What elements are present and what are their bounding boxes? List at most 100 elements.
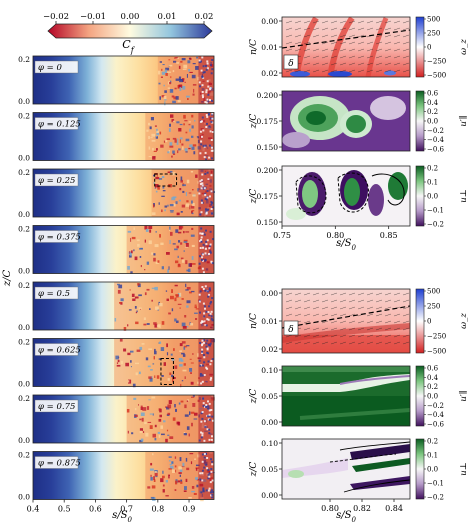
right-ylabel: z/C xyxy=(249,389,259,405)
right-colorbar-tick-label: 0.2 xyxy=(427,438,438,446)
cf-ytick-label: 0.0 xyxy=(18,380,30,389)
left-ylabel: z/C xyxy=(2,270,13,288)
right-colorbar-tick-label: −500 xyxy=(427,72,446,80)
right-colorbar xyxy=(415,90,425,152)
right-colorbar-label: u⊥ xyxy=(459,189,469,202)
cf-xtick-label: 0.4 xyxy=(27,505,40,514)
cf-xtick-label: 0.9 xyxy=(183,505,196,514)
cf-colorbar-ticks: −0.02 −0.01 0.00 0.01 0.02 xyxy=(43,12,214,24)
cf-panel: φ = 0.5 0.2 0.0 xyxy=(18,281,215,332)
right-xtick-label: 0.82 xyxy=(353,504,371,513)
cf-ytick-label: 0.0 xyxy=(18,154,30,163)
right-xtick-label: 0.80 xyxy=(326,231,344,240)
right-colorbar-tick-label: −0.2 xyxy=(427,221,444,229)
cf-panel: φ = 0 0.2 0.0 xyxy=(18,55,215,106)
cf-ytick-label: 0.2 xyxy=(18,112,30,121)
right-ytick-label: 0.02 xyxy=(261,69,278,78)
right-colorbar-tick-label: −500 xyxy=(427,348,446,356)
cf-panel-label: φ = 0.25 xyxy=(38,176,75,186)
right-colorbar-tick-label: 0.2 xyxy=(427,108,438,116)
right-colorbar-tick-label: −0.6 xyxy=(427,146,445,154)
cf-panel-label: φ = 0.375 xyxy=(38,233,81,243)
right-ylabel: z/C xyxy=(249,114,259,130)
right-colorbar-tick-label: −0.2 xyxy=(427,127,444,135)
cf-ytick-label: 0.0 xyxy=(18,436,30,445)
right-ytick-label: 0.02 xyxy=(261,345,278,354)
cf-panel-label: φ = 0.5 xyxy=(38,289,70,299)
cf-xtick-label: 0.7 xyxy=(120,505,133,514)
right-colorbar-label: u′∥ xyxy=(458,115,469,126)
right-colorbar xyxy=(415,165,425,227)
right-colorbar-tick-label: 0 xyxy=(427,318,431,326)
right-ylabel: z/C xyxy=(249,189,259,205)
cf-ytick-label: 0.0 xyxy=(18,97,30,106)
right-colorbar-tick-label: 250 xyxy=(427,303,440,311)
cf-panel: φ = 0.25 0.2 0.0 xyxy=(18,168,215,219)
cf-ytick-label: 0.0 xyxy=(18,493,30,502)
cf-xtick-label: 0.5 xyxy=(58,505,71,514)
right-colorbar-label: u⊥ xyxy=(459,462,469,475)
right-colorbar-tick-label: 250 xyxy=(427,30,440,38)
cf-colorbar-tick-label: 0.02 xyxy=(195,12,214,22)
right-ytick-label: 0.10 xyxy=(261,366,278,375)
right-colorbar xyxy=(415,365,425,427)
right-ytick-label: 0.05 xyxy=(261,465,278,474)
top-right-group: δ xyxy=(281,16,411,227)
cf-xtick-label: 0.6 xyxy=(89,505,102,514)
right-ytick-label: 0.150 xyxy=(257,218,279,227)
cf-panel-label: φ = 0.75 xyxy=(38,402,75,412)
right-ytick-label: 0.00 xyxy=(261,17,278,26)
right-colorbar-tick-label: 0 xyxy=(427,44,431,52)
right-colorbar-tick-label: −0.4 xyxy=(427,411,445,419)
right-axes: 0.75 0.80 0.850.000.010.02n/C5002500−250−5… xyxy=(249,16,469,514)
br-delta-tag: δ xyxy=(288,325,293,335)
right-colorbar-tick-label: 0.1 xyxy=(427,452,438,460)
right-colorbar-tick-label: −0.4 xyxy=(427,136,445,144)
cf-panel-label: φ = 0.875 xyxy=(38,459,81,469)
right-ytick-label: 0.00 xyxy=(261,491,278,500)
br-uperp-panel xyxy=(281,438,411,500)
cf-ytick-label: 0.0 xyxy=(18,323,30,332)
cf-panel-label: φ = 0.625 xyxy=(38,346,81,356)
cf-panel: φ = 0.75 0.2 0.0 xyxy=(18,394,215,445)
right-ytick-label: 0.05 xyxy=(261,392,278,401)
br-vorticity-panel: δ xyxy=(281,288,411,354)
cf-ytick-label: 0.2 xyxy=(18,225,30,234)
cf-ytick-label: 0.2 xyxy=(18,451,30,460)
tr-uperp-panel xyxy=(281,165,411,227)
right-colorbar xyxy=(415,438,425,500)
cf-colorbar-tick-label: 0.00 xyxy=(121,12,140,22)
right-colorbar-tick-label: 0.0 xyxy=(427,393,438,401)
left-x-ticks: 0.4 0.5 0.6 0.7 0.8 0.9 xyxy=(27,499,196,514)
right-colorbar-tick-label: 0.4 xyxy=(427,99,439,107)
right-colorbar-tick-label: 0.4 xyxy=(427,374,439,382)
left-xlabel: s/S0 xyxy=(112,510,132,524)
cf-colorbar: −0.02 −0.01 0.00 0.01 0.02 Cf xyxy=(43,12,214,55)
right-colorbar-label: u′∥ xyxy=(458,390,469,401)
right-colorbar-tick-label: 500 xyxy=(427,16,440,24)
right-colorbar-label: ω_z xyxy=(459,313,469,329)
right-colorbar-tick-label: −250 xyxy=(427,333,446,341)
tr-vorticity-panel: δ xyxy=(281,16,411,78)
right-colorbar-tick-label: −0.6 xyxy=(427,421,445,429)
right-colorbar-tick-label: 0.6 xyxy=(427,365,439,373)
cf-panel: φ = 0.125 0.2 0.0 xyxy=(18,112,215,163)
right-ytick-label: 0.200 xyxy=(257,166,279,175)
cf-panel: φ = 0.375 0.2 0.0 xyxy=(18,225,215,276)
right-colorbar-tick-label: 0.6 xyxy=(427,90,439,98)
cf-ytick-label: 0.2 xyxy=(18,394,30,403)
right-xtick-label: 0.84 xyxy=(385,504,403,513)
right-ylabel: z/C xyxy=(249,462,259,478)
cf-ytick-label: 0.2 xyxy=(18,168,30,177)
right-ytick-label: 0.00 xyxy=(261,289,278,298)
right-ylabel: n/C xyxy=(249,39,259,55)
cf-colorbar-tick-label: −0.02 xyxy=(43,12,69,22)
cf-ytick-label: 0.0 xyxy=(18,267,30,276)
right-colorbar-tick-label: 500 xyxy=(427,288,440,296)
cf-panel-label: φ = 0.125 xyxy=(38,120,81,130)
cf-colorbar-tick-label: 0.01 xyxy=(158,12,177,22)
cf-ytick-label: 0.2 xyxy=(18,55,30,64)
right-colorbar-tick-label: 0.0 xyxy=(427,118,438,126)
cf-ytick-label: 0.2 xyxy=(18,281,30,290)
